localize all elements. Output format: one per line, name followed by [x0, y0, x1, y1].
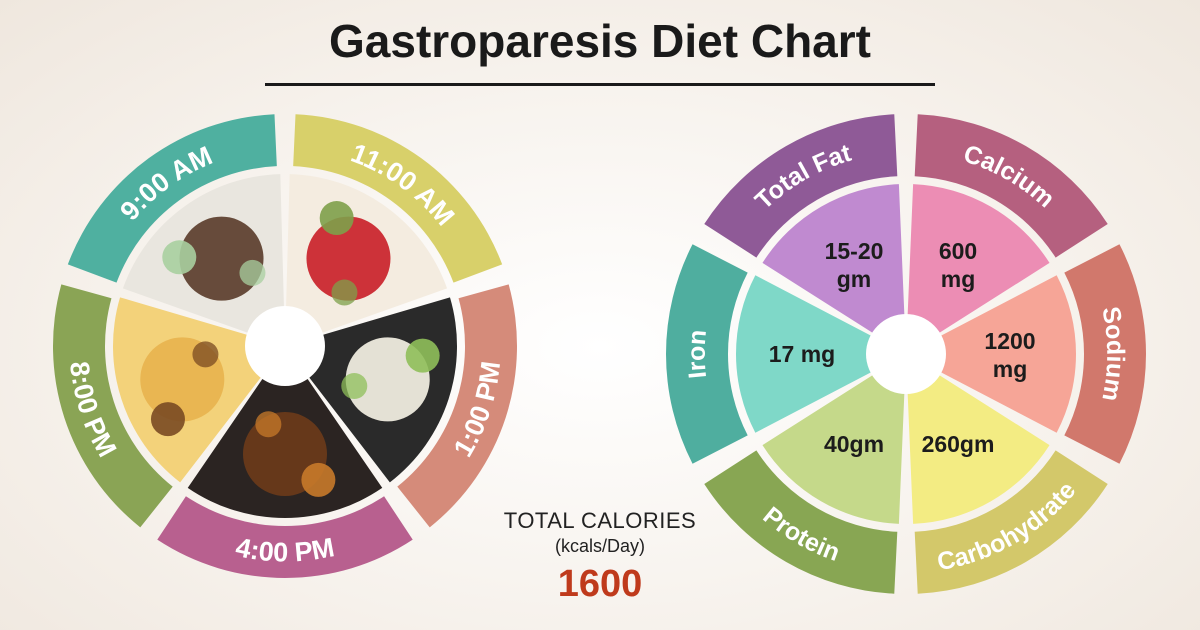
nutrient-value-label: 40gm: [824, 431, 884, 457]
nutrient-name-label: Sodium: [1096, 304, 1129, 403]
nutrient-inner-segment: [736, 275, 873, 433]
nutrient-value-label: 15-20 gm: [825, 238, 884, 292]
sandwich-icon: [122, 174, 284, 334]
nutrient-value-label: 260gm: [922, 431, 995, 457]
nutrient-outer-segment: [704, 114, 898, 258]
nutrient-outer-segment: [666, 244, 748, 464]
nutrient-outer-segment: [914, 450, 1108, 594]
nutrient-value-label: 17 mg: [769, 341, 835, 367]
nutrient-outer-segment: [704, 450, 898, 594]
nutrient-wheel-hub: [866, 314, 946, 394]
nutrient-value-label: 600 mg: [939, 238, 977, 292]
total-calories-panel: TOTAL CALORIES (kcals/Day) 1600: [470, 508, 730, 606]
meal-time-segment: [53, 284, 173, 528]
nutrient-inner-segment: [907, 184, 1050, 334]
meal-time-segment: [67, 114, 277, 283]
nutrient-inner-segment: [907, 374, 1050, 524]
total-calories-label: TOTAL CALORIES: [503, 508, 697, 533]
apples-icon: [286, 174, 448, 334]
meal-wheel-group: [53, 114, 517, 578]
soup-icon: [187, 377, 383, 518]
page-title: Gastroparesis Diet Chart: [329, 15, 871, 67]
nutrient-inner-segment: [762, 374, 905, 524]
meal-time-label: 4:00 PM: [233, 532, 337, 568]
nutrient-value-label: 1200 mg: [984, 328, 1035, 382]
total-calories-value: 1600: [557, 563, 643, 605]
meal-time-segment: [397, 284, 517, 528]
meal-time-segment: [293, 114, 503, 283]
total-calories-unit: (kcals/Day): [554, 536, 645, 556]
nutrient-inner-segment: [939, 275, 1076, 433]
nutrient-outer-segment: [1064, 244, 1147, 464]
meal-wheel-hub: [245, 306, 325, 386]
dosa-icon: [112, 297, 262, 483]
title-underline: [265, 83, 935, 86]
meal-time-segment: [157, 496, 413, 578]
nutrient-inner-segment: [762, 184, 905, 334]
nutrient-outer-segment: [914, 114, 1108, 258]
rice-icon: [308, 297, 457, 483]
